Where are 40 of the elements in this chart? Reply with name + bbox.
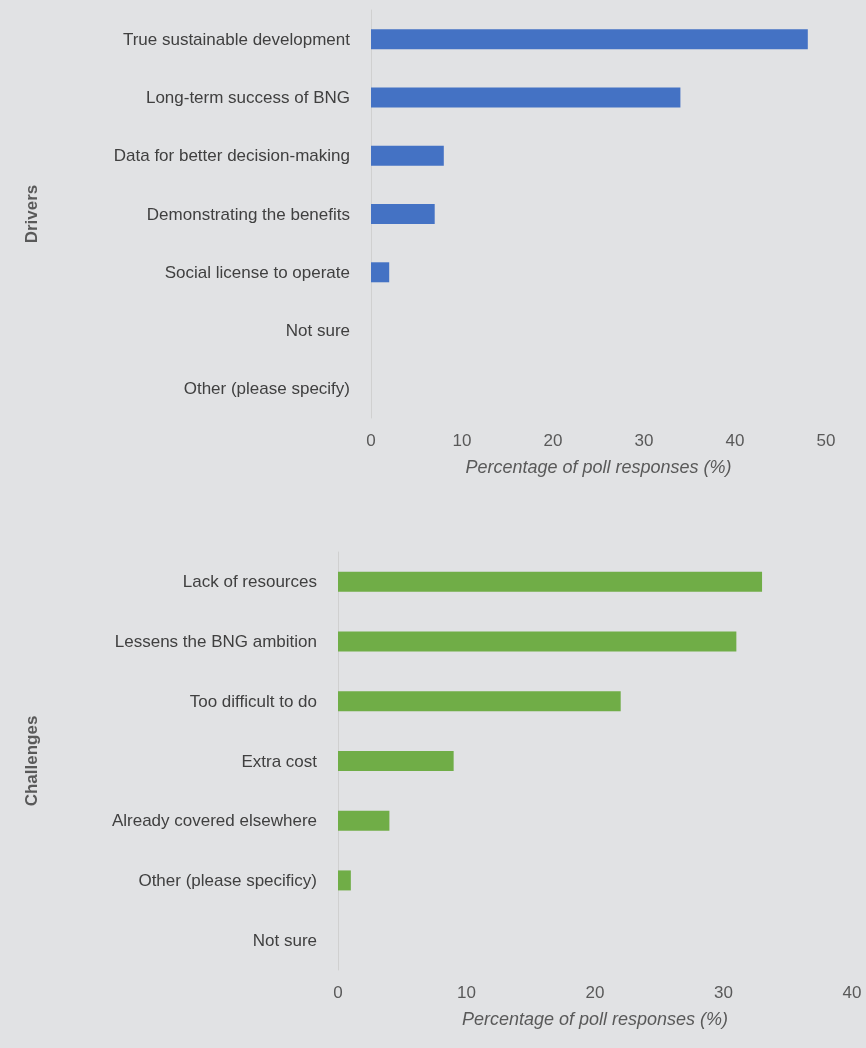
x-tick-label: 10 [457, 983, 476, 1002]
bar [338, 810, 390, 831]
x-tick-label: 0 [366, 431, 376, 450]
y-tick-label: Too difficult to do [189, 691, 317, 711]
y-axis-title: Challenges [22, 715, 41, 807]
y-tick-label: True sustainable development [122, 29, 351, 49]
y-tick-label: Other (please specificy) [138, 870, 317, 890]
y-tick-label: Not sure [285, 321, 350, 341]
bar [371, 145, 444, 166]
y-tick-label: Already covered elsewhere [111, 811, 317, 831]
y-tick-label: Long-term success of BNG [145, 87, 350, 107]
x-tick-label: 30 [634, 431, 654, 450]
y-tick-label: Demonstrating the benefits [146, 204, 350, 224]
y-tick-label: Lack of resources [182, 572, 317, 592]
bar [371, 204, 435, 224]
x-tick-label: 40 [842, 983, 862, 1002]
x-tick-label: 10 [452, 431, 472, 450]
bar [371, 87, 681, 108]
x-tick-label: 50 [816, 431, 836, 450]
bar [338, 631, 737, 652]
x-axis-title: Percentage of poll responses (%) [465, 457, 732, 477]
y-tick-label: Extra cost [241, 751, 318, 771]
bar [338, 751, 454, 771]
x-axis-title: Percentage of poll responses (%) [461, 1009, 729, 1029]
bar [338, 870, 351, 891]
bar [371, 262, 390, 283]
x-tick-label: 20 [585, 983, 605, 1002]
bar [371, 29, 808, 50]
y-tick-label: Other (please specify) [183, 379, 350, 399]
bar [338, 691, 621, 712]
y-axis-title: Drivers [22, 184, 41, 244]
x-tick-label: 0 [333, 983, 343, 1002]
y-tick-label: Data for better decision-making [113, 146, 350, 166]
x-tick-label: 30 [714, 983, 733, 1002]
bar [338, 571, 763, 592]
x-tick-label: 40 [725, 431, 745, 450]
y-tick-label: Social license to operate [164, 262, 350, 282]
x-tick-label: 20 [543, 431, 563, 450]
y-tick-label: Lessens the BNG ambition [114, 632, 317, 652]
y-tick-label: Not sure [252, 930, 317, 950]
